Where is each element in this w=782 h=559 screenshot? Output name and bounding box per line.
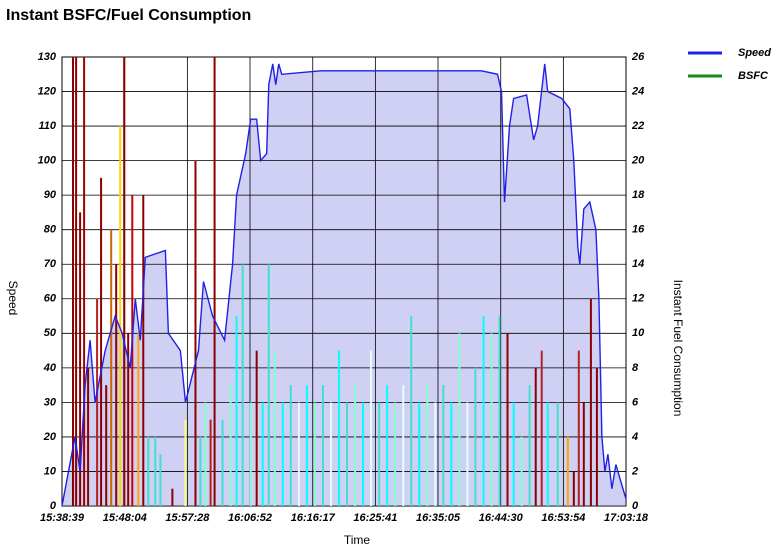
- x-tick-label: 16:35:05: [416, 512, 461, 524]
- y-tick-label: 40: [43, 362, 57, 374]
- chart-title: Instant BSFC/Fuel Consumption: [6, 7, 251, 24]
- y2-tick-label: 18: [632, 189, 645, 201]
- y-tick-label: 20: [43, 431, 57, 443]
- x-tick-label: 15:48:04: [103, 512, 147, 524]
- y-tick-label: 10: [44, 465, 57, 477]
- y-tick-label: 110: [38, 120, 56, 132]
- x-tick-label: 16:16:17: [291, 512, 336, 524]
- y2-tick-label: 4: [631, 431, 638, 443]
- y-tick-label: 120: [38, 85, 57, 97]
- y2-tick-label: 0: [632, 500, 639, 512]
- x-tick-label: 17:03:18: [604, 512, 649, 524]
- y2-tick-label: 2: [631, 465, 638, 477]
- y2-tick-label: 24: [631, 85, 644, 97]
- y2-tick-label: 8: [632, 362, 639, 374]
- y2-tick-label: 20: [631, 155, 645, 167]
- y2-tick-label: 22: [631, 120, 644, 132]
- y-tick-label: 50: [44, 327, 57, 339]
- speed-area: [62, 63, 626, 507]
- y-tick-label: 130: [38, 51, 57, 63]
- y-axis-label: Speed: [6, 281, 20, 316]
- x-tick-label: 16:06:52: [228, 512, 272, 524]
- y2-tick-label: 16: [632, 224, 645, 236]
- x-tick-label: 15:57:28: [165, 512, 210, 524]
- y2-tick-label: 10: [632, 327, 645, 339]
- x-tick-label: 16:25:41: [353, 512, 397, 524]
- legend-label: Speed: [738, 47, 771, 59]
- x-tick-label: 16:44:30: [479, 512, 524, 524]
- y-tick-label: 60: [44, 293, 57, 305]
- y-tick-label: 90: [44, 189, 57, 201]
- legend-label: BSFC: [738, 70, 769, 82]
- y-tick-label: 100: [38, 155, 57, 167]
- y-tick-label: 70: [44, 258, 57, 270]
- x-axis-label: Time: [344, 533, 371, 547]
- y-tick-label: 30: [44, 396, 57, 408]
- y2-axis-label: Instant Fuel Consumption: [671, 280, 685, 417]
- y2-tick-label: 12: [632, 293, 644, 305]
- y2-tick-label: 14: [632, 258, 644, 270]
- x-tick-label: 15:38:39: [40, 512, 85, 524]
- y2-tick-label: 26: [631, 51, 645, 63]
- y-tick-label: 80: [44, 224, 57, 236]
- y2-tick-label: 6: [632, 396, 639, 408]
- x-tick-label: 16:53:54: [541, 512, 585, 524]
- y-tick-label: 0: [50, 500, 57, 512]
- speed-line: [61, 63, 627, 507]
